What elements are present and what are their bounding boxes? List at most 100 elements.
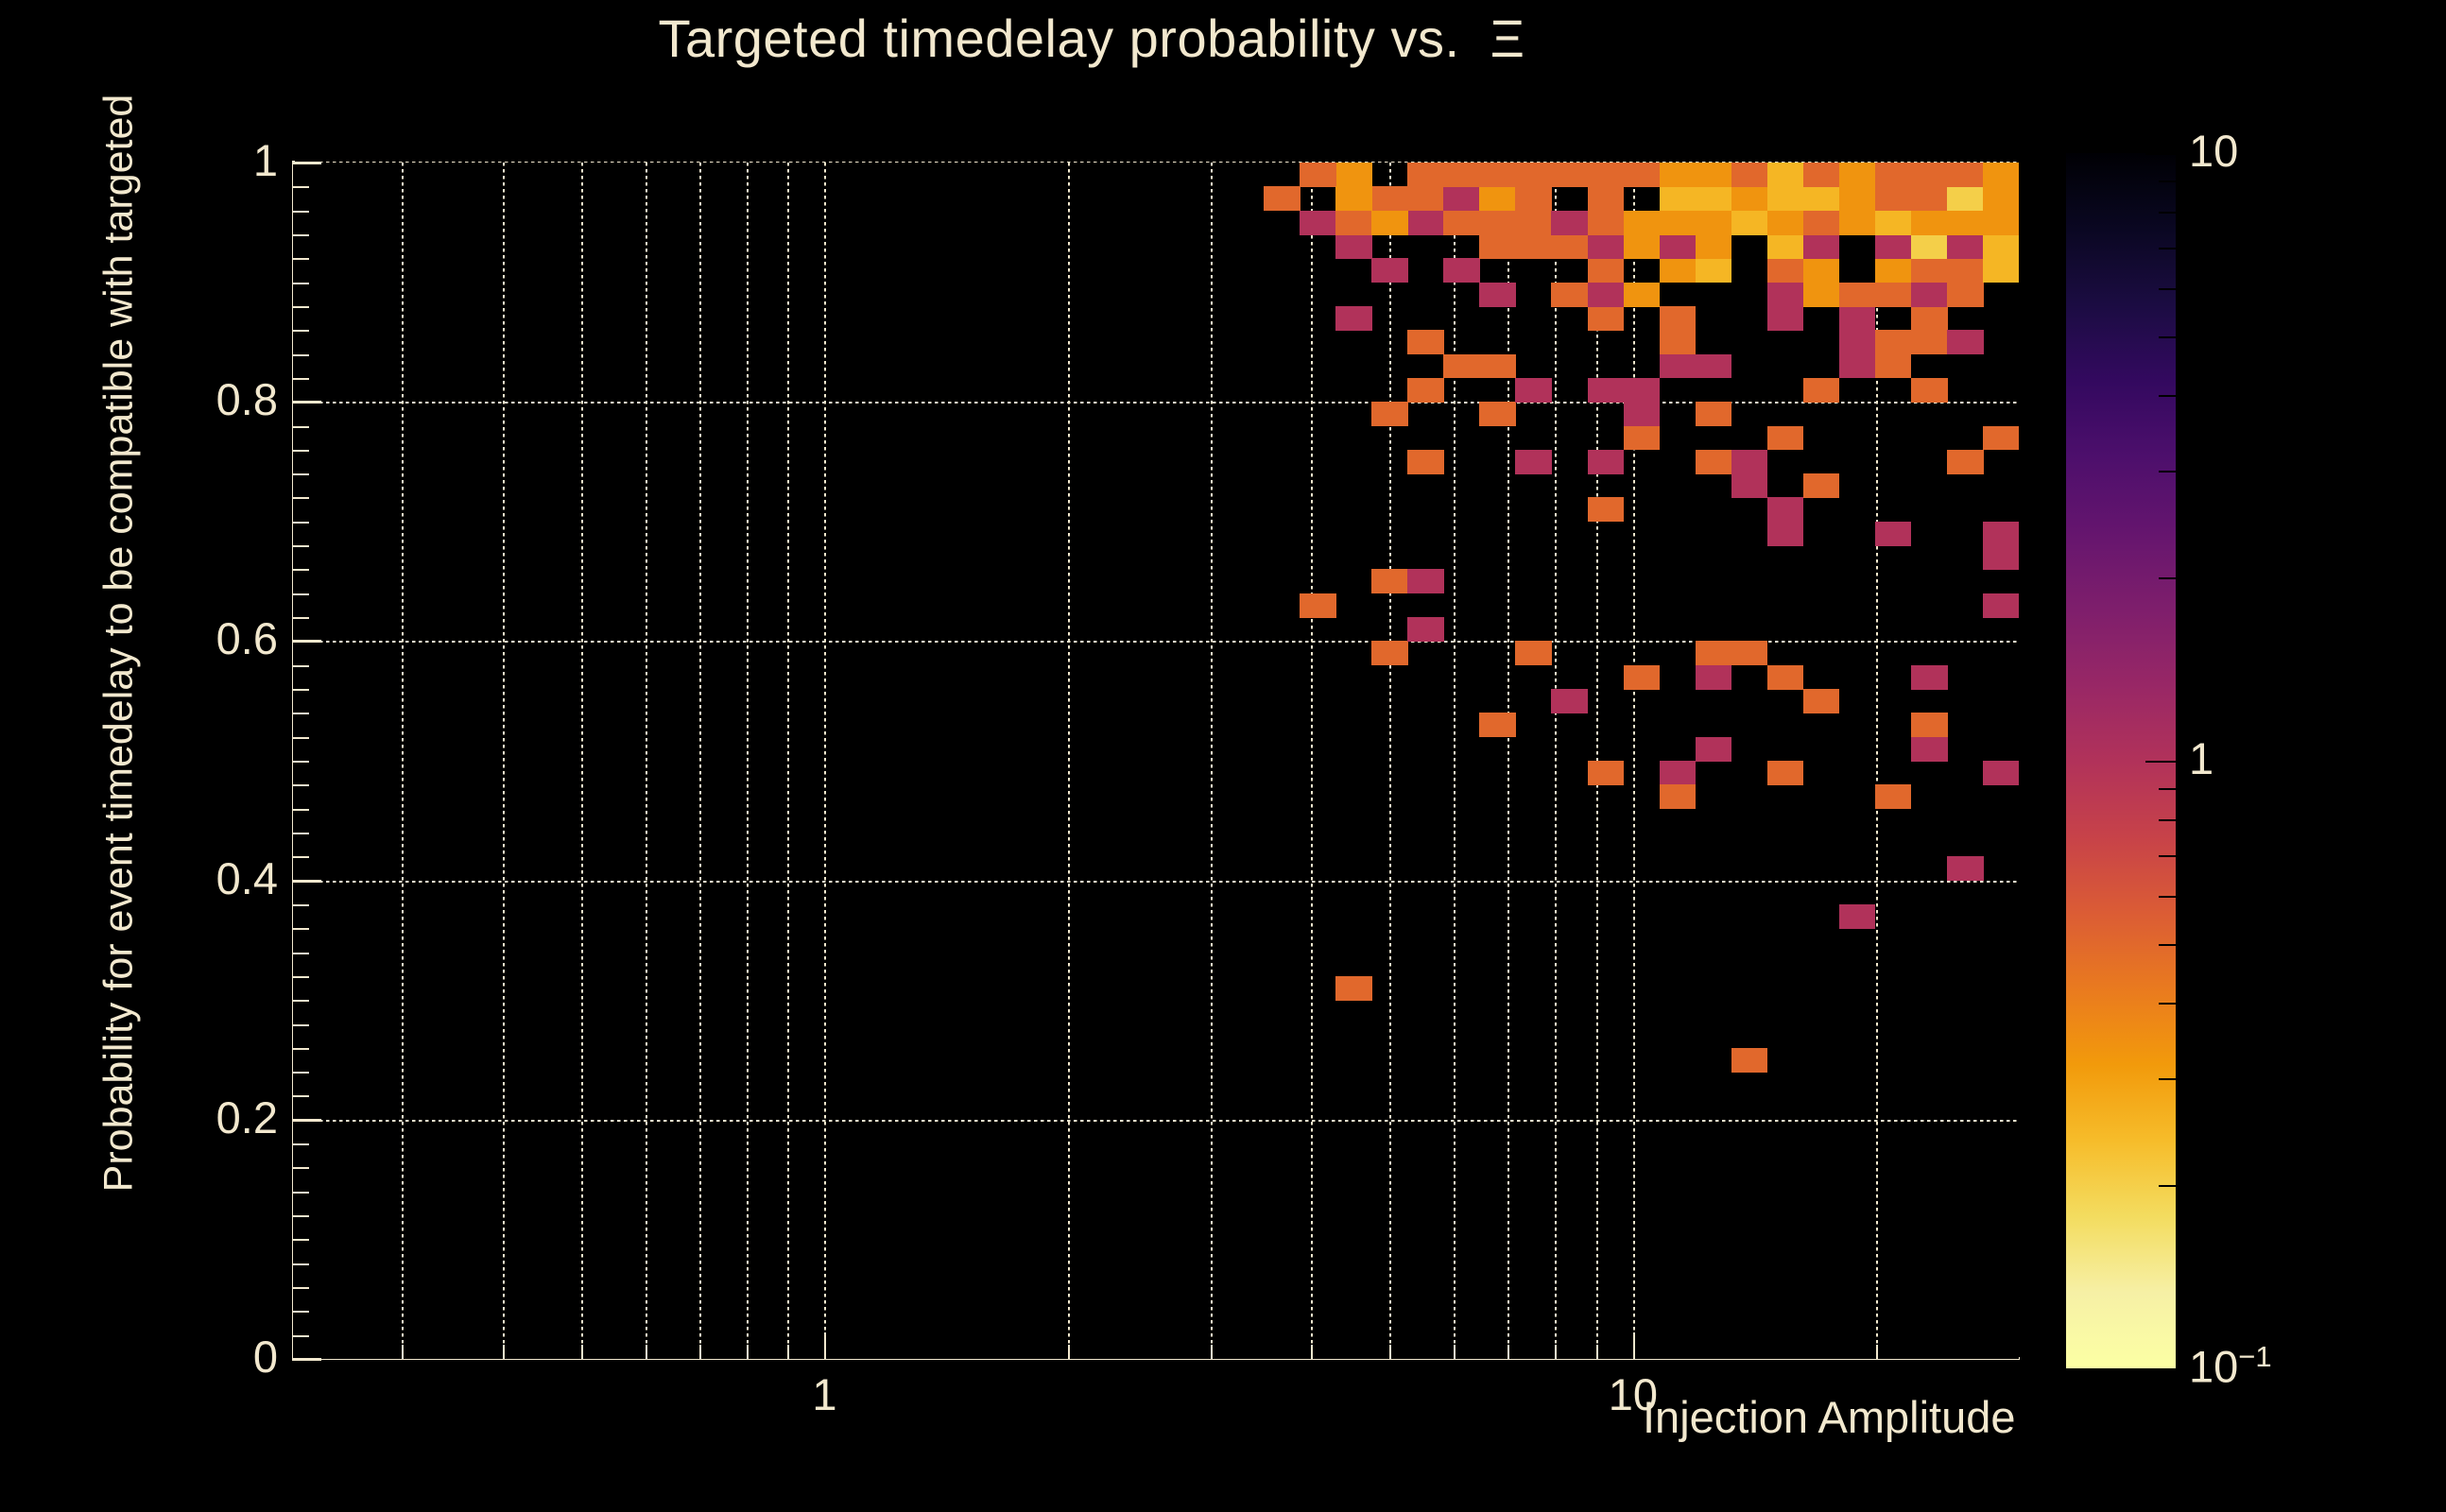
x-tick-minor	[1389, 1345, 1392, 1359]
y-tick-minor	[293, 425, 309, 428]
x-tick-minor	[1595, 1345, 1598, 1359]
y-axis-title: Probability for event timedelay to be co…	[95, 94, 142, 1193]
heatmap-cell	[1910, 186, 1948, 212]
heatmap-cell	[1695, 186, 1732, 212]
heatmap-cell	[1623, 425, 1661, 451]
y-tick-major	[293, 1118, 321, 1122]
heatmap-cell	[1838, 210, 1876, 235]
y-tick-minor	[293, 1239, 309, 1242]
y-tick-label: 0.8	[215, 374, 278, 425]
y-tick-minor	[293, 689, 309, 692]
heatmap-cell	[1335, 210, 1372, 235]
heatmap-cell	[1587, 210, 1625, 235]
y-tick-minor	[293, 569, 309, 572]
colorbar-tick-minor	[2159, 788, 2176, 791]
heatmap-cell	[1407, 163, 1444, 187]
colorbar-tick-major	[2145, 153, 2176, 155]
heatmap-cell	[1443, 258, 1480, 284]
y-tick-minor	[293, 449, 309, 452]
colorbar-tick-minor	[2159, 1002, 2176, 1005]
x-tick-minor	[1876, 1345, 1879, 1359]
gridline-vertical	[580, 163, 583, 1359]
y-tick-label: 0.6	[215, 613, 278, 664]
y-tick-major	[293, 162, 321, 164]
gridline-vertical	[1454, 163, 1456, 1359]
heatmap-cell	[1371, 402, 1408, 427]
heatmap-cell	[1766, 497, 1804, 523]
y-tick-minor	[293, 545, 309, 548]
heatmap-cell	[1910, 233, 1948, 259]
x-tick-minor	[1507, 1345, 1510, 1359]
y-tick-minor	[293, 521, 309, 524]
heatmap-cell	[1910, 736, 1948, 762]
colorbar-tick-minor	[2159, 577, 2176, 580]
gridline-vertical	[1210, 163, 1213, 1359]
colorbar-tick-minor	[2159, 943, 2176, 946]
y-tick-minor	[293, 593, 309, 595]
heatmap-cell	[1659, 210, 1697, 235]
x-tick-minor	[1311, 1345, 1314, 1359]
heatmap-cell	[1946, 210, 1984, 235]
heatmap-cell	[1802, 233, 1840, 259]
colorbar-tick-minor	[2159, 335, 2176, 338]
heatmap-cell	[1623, 233, 1661, 259]
y-tick-minor	[293, 856, 309, 859]
heatmap-cell	[1802, 210, 1840, 235]
heatmap-cell	[1659, 353, 1697, 379]
heatmap-cell	[1515, 377, 1553, 403]
heatmap-cell	[1479, 163, 1517, 187]
heatmap-cell	[1587, 233, 1625, 259]
colorbar-tick-minor	[2159, 1078, 2176, 1081]
y-tick-minor	[293, 1334, 309, 1337]
heatmap-cell	[1982, 210, 2019, 235]
heatmap-cell	[1623, 163, 1661, 187]
heatmap-cell	[1910, 664, 1948, 690]
heatmap-cell	[1695, 736, 1732, 762]
heatmap-cell	[1802, 186, 1840, 212]
heatmap-cell	[1910, 210, 1948, 235]
heatmap-cell	[1479, 713, 1517, 738]
gridline-vertical	[402, 163, 405, 1359]
heatmap-cell	[1838, 282, 1876, 307]
gridline-horizontal	[293, 1119, 2019, 1122]
heatmap-cell	[1874, 163, 1912, 187]
heatmap-cell	[1766, 210, 1804, 235]
colorbar-tick-label: 1	[2189, 733, 2214, 783]
heatmap-cell	[1479, 353, 1517, 379]
gridline-vertical	[698, 163, 701, 1359]
heatmap-cell	[1515, 210, 1553, 235]
heatmap-cell	[1982, 761, 2019, 785]
y-tick-minor	[293, 713, 309, 715]
heatmap-cell	[1479, 402, 1517, 427]
heatmap-cell	[1766, 163, 1804, 187]
heatmap-cell	[1587, 449, 1625, 474]
heatmap-cell	[1551, 163, 1589, 187]
y-tick-minor	[293, 784, 309, 787]
x-tick-minor	[1554, 1345, 1557, 1359]
heatmap-cell	[1982, 425, 2019, 451]
heatmap-cell	[1623, 377, 1661, 403]
heatmap-cell	[1874, 282, 1912, 307]
heatmap-cell	[1910, 163, 1948, 187]
gridline-horizontal	[293, 641, 2019, 644]
gridline-vertical	[645, 163, 647, 1359]
heatmap-cell	[1946, 163, 1984, 187]
gridline-vertical	[1507, 163, 1510, 1359]
plot-area	[293, 163, 2019, 1359]
heatmap-cell	[1946, 856, 1984, 882]
heatmap-cell	[1659, 761, 1697, 785]
heatmap-cell	[1695, 402, 1732, 427]
heatmap-cell	[1371, 258, 1408, 284]
colorbar-tick-label: 10	[2189, 126, 2239, 176]
gridline-vertical	[1554, 163, 1557, 1359]
heatmap-cell	[1695, 641, 1732, 666]
heatmap-cell	[1766, 305, 1804, 331]
y-tick-major	[293, 1358, 321, 1361]
heatmap-cell	[1407, 330, 1444, 355]
colorbar-tick-minor	[2159, 1185, 2176, 1188]
colorbar	[2066, 153, 2176, 1370]
heatmap-cell	[1838, 330, 1876, 355]
y-tick-minor	[293, 1311, 309, 1314]
y-tick-minor	[293, 832, 309, 834]
heatmap-cell	[1874, 233, 1912, 259]
